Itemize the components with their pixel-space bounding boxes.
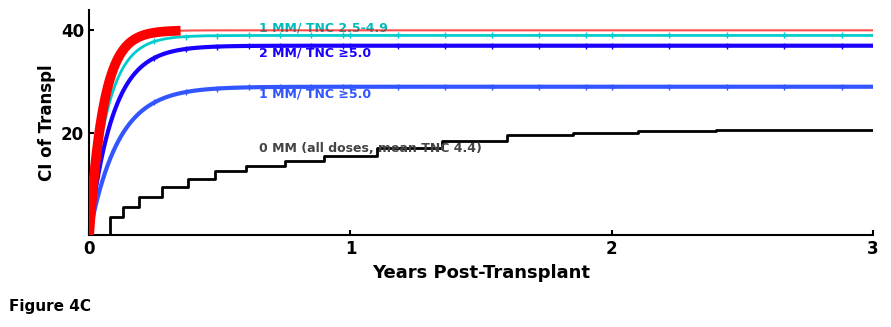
Y-axis label: CI of Transpl: CI of Transpl (37, 64, 55, 181)
Text: Figure 4C: Figure 4C (9, 299, 91, 314)
Text: 1 MM/ TNC 2.5-4.9: 1 MM/ TNC 2.5-4.9 (259, 21, 388, 34)
X-axis label: Years Post-Transplant: Years Post-Transplant (372, 264, 590, 282)
Text: 1 MM/ TNC ≥5.0: 1 MM/ TNC ≥5.0 (259, 88, 372, 101)
Text: 0 MM (all doses, mean TNC 4.4): 0 MM (all doses, mean TNC 4.4) (259, 142, 482, 155)
Text: 2 MM/ TNC ≥5.0: 2 MM/ TNC ≥5.0 (259, 47, 372, 60)
